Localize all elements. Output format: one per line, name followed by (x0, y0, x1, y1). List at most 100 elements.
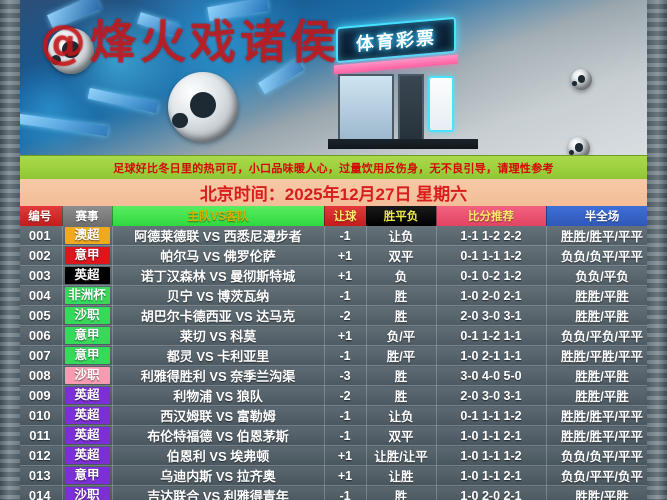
soccer-ball-icon (568, 137, 590, 155)
cell-result: 双平 (366, 245, 437, 266)
cell-score: 1-0 2-1 1-1 (436, 345, 547, 366)
cell-score: 0-1 1-2 1-1 (436, 325, 547, 346)
cell-result: 胜 (366, 305, 437, 326)
league-badge: 沙职 (64, 307, 110, 324)
cell-result: 让负 (366, 405, 437, 426)
cell-result: 负/平 (366, 325, 437, 346)
cell-league: 非洲杯 (62, 285, 113, 306)
cell-score: 1-0 1-1 2-1 (436, 425, 547, 446)
table-row[interactable]: 011 英超 布伦特福德 VS 伯恩茅斯 -1 双平 1-0 1-1 2-1 胜胜/胜平/平… (18, 425, 649, 446)
lottery-shop-illustration: 体育彩票 (328, 6, 478, 151)
cell-league: 澳超 (62, 226, 113, 246)
shop-window (338, 74, 394, 144)
match-table-container: 编号 赛事 主队VS客队 让球 胜平负 比分推荐 半全场 进球数 001澳超阿德… (18, 206, 649, 500)
cell-score: 0-1 0-2 1-2 (436, 265, 547, 286)
watermark-text: @烽火戏诸侯 (40, 15, 340, 69)
cell-number: 014 (18, 485, 63, 500)
left-edge-strip (0, 0, 20, 500)
cell-league: 沙职 (62, 485, 113, 500)
header-result: 胜平负 (366, 206, 437, 226)
cell-halftime: 胜胜/平胜/平平 (546, 345, 649, 366)
league-badge: 非洲杯 (64, 287, 110, 304)
league-badge: 沙职 (64, 367, 110, 384)
cell-score: 3-0 4-0 5-0 (436, 365, 547, 386)
cell-number: 008 (18, 365, 63, 386)
cell-halftime: 胜胜/胜平/平平 (546, 425, 649, 446)
cell-league: 英超 (62, 425, 113, 446)
cell-result: 让胜/让平 (366, 445, 437, 466)
hero-banner: 体育彩票 @烽火戏诸侯 (18, 0, 649, 155)
cell-halftime: 胜胜/胜平/平平 (546, 226, 649, 246)
cell-result: 双平 (366, 425, 437, 446)
cell-match: 帕尔马 VS 佛罗伦萨 (112, 245, 325, 266)
cell-result: 胜 (366, 285, 437, 306)
cell-handicap: -1 (324, 226, 367, 246)
cell-halftime: 胜胜/平胜 (546, 485, 649, 500)
soccer-ball-icon (168, 72, 238, 142)
cell-match: 西汉姆联 VS 富勒姆 (112, 405, 325, 426)
cell-league: 英超 (62, 385, 113, 406)
cell-match: 莱切 VS 科莫 (112, 325, 325, 346)
right-edge-strip (647, 0, 667, 500)
cell-handicap: -3 (324, 365, 367, 386)
cell-match: 贝宁 VS 博茨瓦纳 (112, 285, 325, 306)
cell-halftime: 胜胜/平胜 (546, 305, 649, 326)
cell-handicap: -1 (324, 485, 367, 500)
league-badge: 沙职 (64, 487, 110, 500)
cell-handicap: +1 (324, 445, 367, 466)
league-badge: 澳超 (64, 227, 110, 244)
match-table-body: 001 澳超 阿德莱德联 VS 西悉尼漫步者 -1 让负 1-1 1-2 2-2 胜胜/胜平… (18, 226, 649, 500)
cell-league: 英超 (62, 445, 113, 466)
cell-halftime: 胜胜/平胜 (546, 285, 649, 306)
cell-result: 让负 (366, 226, 437, 246)
cell-number: 006 (18, 325, 63, 346)
table-header-row: 编号 赛事 主队VS客队 让球 胜平负 比分推荐 半全场 进球数 (18, 206, 649, 226)
cell-match: 都灵 VS 卡利亚里 (112, 345, 325, 366)
cell-score: 1-0 1-1 1-2 (436, 445, 547, 466)
slogan-text: 足球好比冬日里的热可可，小口品味暖人心，过量饮用反伤身，无不良引导，请理性参考 (113, 162, 554, 175)
cell-match: 阿德莱德联 VS 西悉尼漫步者 (112, 226, 325, 246)
cell-number: 007 (18, 345, 63, 366)
cell-number: 003 (18, 265, 63, 286)
cell-match: 吉达联合 VS 利雅得青年 (112, 485, 325, 500)
cell-halftime: 负负/平平/负平 (546, 465, 649, 486)
table-row[interactable]: 012 英超 伯恩利 VS 埃弗顿 +1 让胜/让平 1-0 1-1 1-2 负负/负平/平… (18, 445, 649, 466)
cell-score: 1-0 2-0 2-1 (436, 285, 547, 306)
cell-result: 负 (366, 265, 437, 286)
cell-result: 胜/平 (366, 345, 437, 366)
cell-handicap: +1 (324, 465, 367, 486)
match-table: 编号 赛事 主队VS客队 让球 胜平负 比分推荐 半全场 进球数 001澳超阿德… (18, 206, 649, 500)
cell-result: 胜 (366, 385, 437, 406)
cell-match: 利物浦 VS 狼队 (112, 385, 325, 406)
table-row[interactable]: 001 澳超 阿德莱德联 VS 西悉尼漫步者 -1 让负 1-1 1-2 2-2 胜胜/胜平… (18, 226, 649, 246)
cell-handicap: -1 (324, 285, 367, 306)
league-badge: 英超 (64, 447, 110, 464)
league-badge: 英超 (64, 267, 110, 284)
league-badge: 英超 (64, 387, 110, 404)
cell-halftime: 负负/平负 (546, 265, 649, 286)
league-badge: 意甲 (64, 347, 110, 364)
header-score: 比分推荐 (436, 206, 547, 226)
cell-score: 2-0 3-0 3-1 (436, 385, 547, 406)
cell-score: 0-1 1-1 1-2 (436, 245, 547, 266)
cell-league: 意甲 (62, 325, 113, 346)
header-match: 主队VS客队 (112, 206, 325, 226)
cell-league: 意甲 (62, 465, 113, 486)
cell-number: 009 (18, 385, 63, 406)
cell-match: 利雅得胜利 VS 奈季兰沟渠 (112, 365, 325, 386)
league-badge: 意甲 (64, 467, 110, 484)
league-badge: 意甲 (64, 327, 110, 344)
cell-score: 1-0 1-1 2-1 (436, 465, 547, 486)
cell-halftime: 胜胜/平胜 (546, 365, 649, 386)
